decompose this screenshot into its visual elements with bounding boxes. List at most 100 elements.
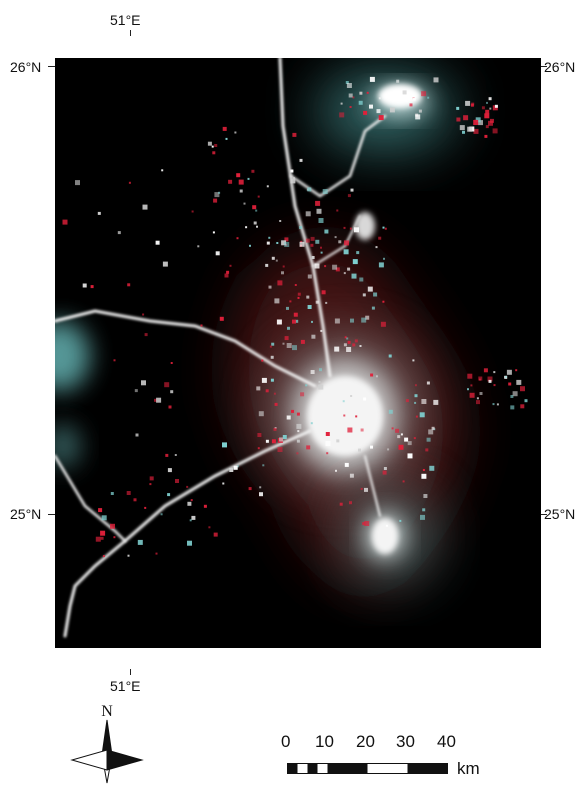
- light-speck: [296, 412, 300, 416]
- light-speck: [369, 76, 375, 82]
- light-speck: [306, 295, 310, 299]
- light-speck: [423, 494, 428, 498]
- light-speck: [338, 240, 342, 244]
- bottom-longitude-tick: [130, 669, 131, 675]
- light-speck: [259, 486, 262, 489]
- light-speck: [399, 519, 402, 522]
- light-speck: [508, 382, 512, 386]
- light-speck: [407, 441, 412, 446]
- light-speck: [208, 526, 211, 529]
- light-speck: [141, 380, 146, 386]
- light-speck: [189, 519, 192, 522]
- light-speck: [362, 522, 366, 526]
- light-speck: [318, 218, 324, 223]
- roads-layer: [55, 56, 387, 638]
- light-speck: [161, 169, 164, 172]
- light-speck: [396, 79, 400, 83]
- light-speck: [339, 502, 343, 506]
- light-speck: [170, 362, 173, 364]
- light-speck: [367, 286, 373, 292]
- light-speck: [292, 319, 296, 324]
- light-speck: [398, 444, 404, 450]
- light-speck: [389, 107, 395, 113]
- light-speck: [134, 389, 138, 393]
- light-speck: [315, 200, 321, 206]
- light-speck: [467, 126, 473, 132]
- light-speck: [427, 96, 430, 99]
- light-speck: [207, 141, 212, 146]
- light-speck: [348, 93, 353, 98]
- light-speck: [484, 113, 490, 119]
- light-speck: [253, 221, 257, 225]
- light-speck: [520, 404, 525, 409]
- light-speck: [429, 465, 435, 471]
- light-speck: [342, 400, 345, 403]
- light-speck: [364, 487, 368, 492]
- light-speck: [383, 257, 385, 260]
- light-speck: [355, 415, 358, 418]
- light-speck: [486, 101, 488, 104]
- light-speck: [347, 267, 351, 271]
- light-speck: [356, 251, 360, 255]
- light-speck: [425, 448, 429, 452]
- scale-bar: 0 10 20 30 40 km: [281, 732, 515, 793]
- light-speck: [363, 110, 368, 115]
- light-speck: [467, 388, 469, 391]
- light-speck: [144, 333, 148, 337]
- light-speck: [276, 242, 279, 244]
- light-speck: [371, 306, 375, 310]
- light-speck: [515, 369, 518, 372]
- light-speck: [334, 318, 340, 324]
- light-speck: [485, 125, 489, 129]
- light-speck: [165, 453, 169, 457]
- light-speck: [261, 359, 264, 362]
- light-speck: [382, 300, 385, 303]
- light-speck: [228, 179, 233, 184]
- scale-tick-20: 20: [356, 732, 375, 751]
- light-speck: [214, 144, 218, 147]
- light-speck: [236, 173, 241, 178]
- light-speck: [292, 345, 297, 351]
- light-speck: [222, 126, 227, 131]
- light-speck: [310, 236, 315, 241]
- light-speck: [346, 347, 352, 352]
- light-speck: [307, 187, 312, 192]
- light-speck: [234, 131, 237, 134]
- light-speck: [271, 256, 275, 260]
- light-speck: [170, 390, 174, 394]
- light-speck: [142, 204, 148, 210]
- light-speck: [433, 77, 439, 83]
- light-speck: [414, 394, 418, 398]
- light-speck: [365, 315, 370, 320]
- light-speck: [465, 100, 471, 106]
- left-latitude-tick-26: [48, 66, 55, 67]
- light-speck: [197, 245, 200, 248]
- light-speck: [252, 205, 257, 210]
- light-speck: [426, 381, 430, 385]
- light-speck: [343, 249, 349, 255]
- light-speck: [378, 97, 381, 100]
- light-speck: [350, 395, 353, 397]
- light-speck: [291, 409, 294, 413]
- light-speck: [133, 498, 137, 502]
- light-speck: [324, 229, 329, 234]
- light-speck: [380, 321, 386, 327]
- light-speck: [384, 227, 387, 230]
- light-speck: [412, 359, 415, 362]
- light-speck: [459, 125, 465, 131]
- light-speck: [229, 264, 232, 267]
- compass-star-icon: [70, 719, 144, 784]
- light-speck: [286, 306, 289, 310]
- light-speck: [318, 384, 324, 390]
- light-speck: [299, 158, 303, 162]
- light-speck: [319, 368, 322, 372]
- light-speck: [215, 251, 220, 256]
- light-speck: [258, 411, 264, 417]
- light-speck: [270, 355, 274, 359]
- light-speck: [316, 208, 322, 214]
- light-speck: [467, 373, 473, 379]
- light-speck: [187, 540, 192, 546]
- light-speck: [325, 441, 331, 447]
- light-speck: [463, 115, 469, 121]
- light-speck: [350, 188, 354, 192]
